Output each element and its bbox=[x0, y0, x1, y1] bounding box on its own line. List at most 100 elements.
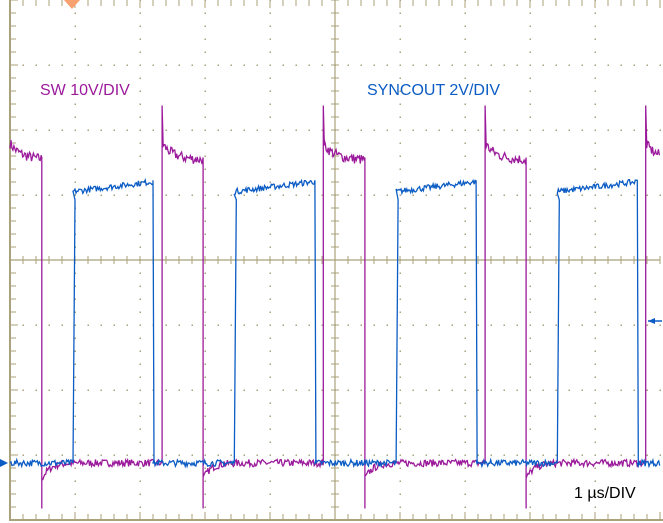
grid-dot bbox=[139, 324, 141, 326]
syncout-label: SYNCOUT 2V/DIV bbox=[367, 82, 500, 99]
grid-dot bbox=[269, 467, 271, 469]
grid-dot bbox=[74, 64, 76, 66]
grid-dot bbox=[191, 129, 193, 131]
grid-dot bbox=[113, 324, 115, 326]
channel-ground-marker-icon bbox=[0, 459, 8, 467]
grid-dot bbox=[139, 129, 141, 131]
grid-dot bbox=[490, 129, 492, 131]
grid-dot bbox=[490, 194, 492, 196]
grid-dot bbox=[594, 493, 596, 495]
grid-dot bbox=[594, 441, 596, 443]
grid-dot bbox=[269, 181, 271, 183]
grid-dot bbox=[659, 129, 661, 131]
grid-dot bbox=[139, 467, 141, 469]
grid-dot bbox=[74, 454, 76, 456]
grid-dot bbox=[22, 64, 24, 66]
grid-dot bbox=[139, 298, 141, 300]
grid-dot bbox=[412, 194, 414, 196]
grid-dot bbox=[204, 220, 206, 222]
grid-dot bbox=[451, 194, 453, 196]
grid-dot bbox=[139, 402, 141, 404]
grid-dot bbox=[477, 64, 479, 66]
grid-dot bbox=[347, 129, 349, 131]
grid-dot bbox=[529, 454, 531, 456]
grid-dot bbox=[165, 454, 167, 456]
grid-dot bbox=[529, 415, 531, 417]
grid-dot bbox=[204, 233, 206, 235]
grid-dot bbox=[594, 298, 596, 300]
grid-dot bbox=[204, 168, 206, 170]
grid-dot bbox=[87, 454, 89, 456]
grid-dot bbox=[74, 155, 76, 157]
grid-dot bbox=[542, 194, 544, 196]
grid-dot bbox=[74, 467, 76, 469]
grid-dot bbox=[74, 38, 76, 40]
grid-dot bbox=[139, 506, 141, 508]
grid-dot bbox=[308, 64, 310, 66]
grid-dot bbox=[529, 38, 531, 40]
grid-dot bbox=[555, 129, 557, 131]
grid-dot bbox=[74, 493, 76, 495]
grid-dot bbox=[529, 285, 531, 287]
grid-dot bbox=[594, 155, 596, 157]
grid-dot bbox=[269, 90, 271, 92]
grid-dot bbox=[139, 311, 141, 313]
grid-dot bbox=[139, 12, 141, 14]
grid-dot bbox=[204, 155, 206, 157]
grid-dot bbox=[35, 454, 37, 456]
grid-dot bbox=[633, 194, 635, 196]
grid-dot bbox=[620, 389, 622, 391]
grid-dot bbox=[594, 480, 596, 482]
grid-dot bbox=[295, 454, 297, 456]
grid-dot bbox=[399, 12, 401, 14]
grid-dot bbox=[568, 64, 570, 66]
grid-dot bbox=[529, 25, 531, 27]
grid-dot bbox=[165, 64, 167, 66]
grid-dot bbox=[464, 246, 466, 248]
grid-dot bbox=[217, 64, 219, 66]
grid-dot bbox=[139, 272, 141, 274]
syncout-trace bbox=[9, 177, 661, 469]
grid-dot bbox=[139, 493, 141, 495]
grid-dot bbox=[347, 64, 349, 66]
grid-dot bbox=[477, 454, 479, 456]
grid-dot bbox=[594, 116, 596, 118]
grid-dot bbox=[321, 64, 323, 66]
grid-dot bbox=[100, 194, 102, 196]
grid-dot bbox=[269, 337, 271, 339]
grid-dot bbox=[139, 246, 141, 248]
grid-dot bbox=[204, 194, 206, 196]
grid-dot bbox=[464, 441, 466, 443]
grid-dot bbox=[139, 64, 141, 66]
grid-dot bbox=[269, 285, 271, 287]
grid-dot bbox=[438, 64, 440, 66]
grid-dot bbox=[87, 389, 89, 391]
grid-dot bbox=[282, 129, 284, 131]
grid-dot bbox=[204, 129, 206, 131]
grid-dot bbox=[581, 324, 583, 326]
grid-dot bbox=[594, 233, 596, 235]
grid-dot bbox=[139, 441, 141, 443]
grid-dot bbox=[152, 64, 154, 66]
grid-dot bbox=[594, 363, 596, 365]
grid-dot bbox=[256, 324, 258, 326]
grid-dot bbox=[412, 324, 414, 326]
timebase-label: 1 µs/DIV bbox=[574, 485, 636, 502]
grid-dot bbox=[139, 90, 141, 92]
grid-dot bbox=[399, 389, 401, 391]
grid-dot bbox=[152, 454, 154, 456]
grid-dot bbox=[373, 64, 375, 66]
grid-dot bbox=[269, 324, 271, 326]
grid-dot bbox=[126, 454, 128, 456]
grid-dot bbox=[516, 129, 518, 131]
grid-dot bbox=[529, 194, 531, 196]
grid-dot bbox=[646, 454, 648, 456]
grid-dot bbox=[542, 129, 544, 131]
grid-dot bbox=[204, 64, 206, 66]
grid-dot bbox=[269, 441, 271, 443]
grid-dot bbox=[464, 506, 466, 508]
grid-dot bbox=[48, 324, 50, 326]
grid-dot bbox=[165, 324, 167, 326]
grid-dot bbox=[269, 207, 271, 209]
grid-dot bbox=[529, 480, 531, 482]
